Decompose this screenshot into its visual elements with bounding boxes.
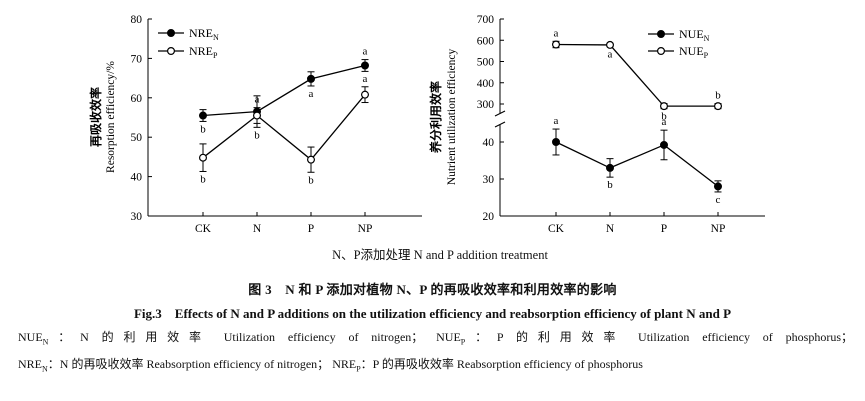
- right-y-label-en: Nutrient utilization efficiency: [446, 49, 458, 186]
- legend-nre-n: NREN: [189, 26, 219, 42]
- legend-marker: [656, 30, 665, 39]
- figure-notes: NUEN：N 的利用效率 Utilization efficiency of n…: [18, 326, 853, 381]
- nue-p-line: [555, 43, 718, 107]
- nue-n-point: [713, 182, 722, 191]
- nue-p-significance-letter: b: [661, 111, 667, 123]
- right-y-tick-label: 40: [483, 137, 495, 149]
- nue-p-point: [713, 102, 722, 111]
- nue-n-line: [555, 141, 719, 187]
- nre-p-point: [361, 90, 370, 99]
- x-axis-title: N、P添加处理 N and P addition treatment: [332, 248, 548, 262]
- right-y-tick-label: 500: [477, 57, 495, 69]
- nre-n-point: [199, 111, 208, 120]
- note-item: NREP：P 的再吸收效率 Reabsorption efficiency of…: [332, 357, 643, 374]
- nre-n-line: [202, 64, 366, 117]
- right-y-tick-label: 400: [477, 78, 495, 90]
- nre-p-significance-letter: a: [363, 73, 368, 85]
- nue-n-significance-letter: a: [554, 115, 559, 127]
- left-y-tick-label: 50: [131, 132, 143, 144]
- axis-break-mark: [494, 121, 506, 128]
- right-x-tick-label: P: [661, 223, 667, 235]
- figure-caption-cn: 图 3 N 和 P 添加对植物 N、P 的再吸收效率和利用效率的影响: [248, 282, 617, 297]
- nue-p-significance-letter: b: [715, 90, 721, 102]
- nre-p-point: [253, 111, 262, 120]
- left-y-tick-label: 30: [131, 211, 143, 223]
- note-item: NUEN：N 的利用效率 Utilization efficiency of n…: [18, 330, 424, 347]
- nre-n-significance-letter: b: [254, 129, 260, 141]
- nue-n-significance-letter: a: [662, 116, 667, 128]
- axis-break-mark: [494, 110, 506, 117]
- left-x-tick-label: P: [308, 223, 314, 235]
- note-item: NREN：N 的再吸收效率 Reabsorption efficiency of…: [18, 357, 330, 374]
- legend-marker: [167, 29, 176, 38]
- nue-p-point: [605, 40, 614, 49]
- nre-p-point: [307, 155, 316, 164]
- left-y-label-en: Resorption efficiency/%: [105, 61, 117, 173]
- right-y-label-cn: 养分利用效率: [428, 81, 443, 154]
- right-y-tick-label: 300: [477, 99, 495, 111]
- left-y-tick-label: 80: [131, 14, 143, 26]
- nue-p-point: [551, 40, 560, 49]
- nue-n-point: [551, 138, 560, 147]
- legend-marker: [656, 46, 665, 55]
- nue-n-significance-letter: b: [607, 179, 613, 191]
- legend-nue-n: NUEN: [679, 27, 710, 43]
- nue-p-point: [659, 102, 668, 111]
- left-y-tick-label: 60: [131, 93, 143, 105]
- nre-p-significance-letter: b: [200, 173, 206, 185]
- nre-p-point: [199, 153, 208, 162]
- left-x-tick-label: NP: [358, 223, 373, 235]
- legend-nre-p: NREP: [189, 44, 218, 60]
- nre-n-point: [307, 74, 316, 83]
- nue-p-significance-letter: a: [608, 49, 613, 61]
- nue-n-point: [605, 163, 614, 172]
- nue-n-significance-letter: c: [716, 194, 721, 206]
- nre-p-significance-letter: a: [255, 94, 260, 106]
- left-x-tick-label: N: [253, 223, 262, 235]
- nre-n-point: [361, 61, 370, 70]
- legend-marker: [167, 46, 176, 55]
- left-y-label-cn: 再吸收效率: [88, 87, 103, 147]
- left-y-tick-label: 70: [131, 53, 143, 65]
- nre-n-significance-letter: a: [309, 88, 314, 100]
- right-y-tick-label: 30: [483, 174, 495, 186]
- left-x-tick-label: CK: [195, 223, 212, 235]
- nre-n-significance-letter: b: [200, 123, 206, 135]
- left-y-tick-label: 40: [131, 172, 143, 184]
- right-y-tick-label: 600: [477, 35, 495, 47]
- right-x-tick-label: NP: [711, 223, 726, 235]
- figure-caption-en: Fig.3 Effects of N and P additions on th…: [133, 306, 732, 321]
- note-item: NUEP：P 的利用效率 Utilization efficiency of p…: [436, 330, 853, 347]
- nue-n-point: [659, 140, 668, 149]
- right-x-tick-label: CK: [548, 223, 565, 235]
- nre-p-significance-letter: b: [308, 174, 314, 186]
- right-y-tick-label: 700: [477, 14, 495, 26]
- nre-n-significance-letter: a: [363, 46, 368, 58]
- right-x-tick-label: N: [606, 223, 615, 235]
- nue-p-significance-letter: a: [554, 27, 559, 39]
- nre-p-line: [202, 94, 366, 161]
- legend-nue-p: NUEP: [679, 44, 709, 60]
- right-y-tick-label: 20: [483, 211, 495, 223]
